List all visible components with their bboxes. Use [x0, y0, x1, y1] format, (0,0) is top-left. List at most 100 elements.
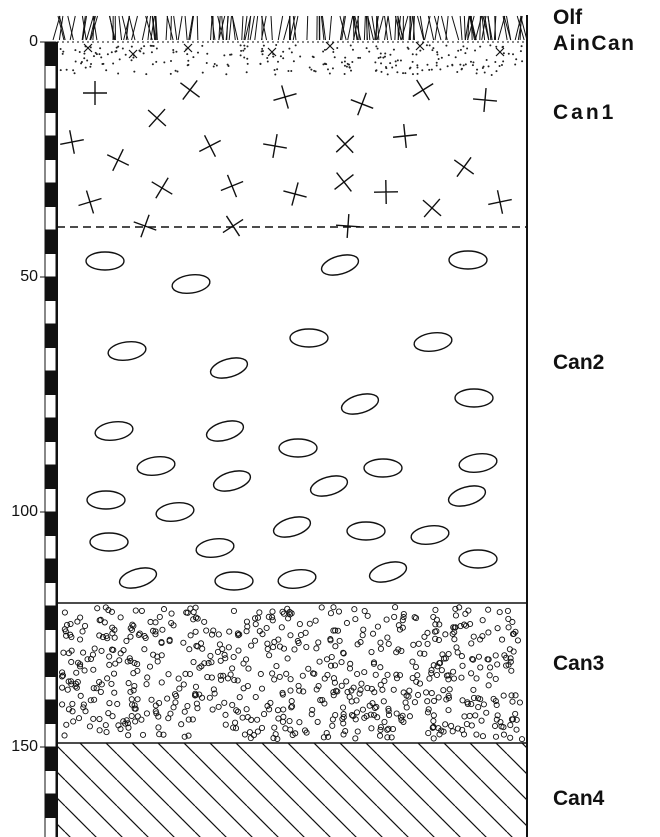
pebble [147, 618, 154, 626]
dot [273, 68, 276, 71]
pebble [346, 693, 353, 700]
pebble [81, 622, 89, 629]
pebble [221, 651, 228, 658]
dot [138, 49, 141, 52]
pebble [330, 627, 337, 634]
dot [169, 60, 172, 63]
pebble [64, 686, 71, 693]
cross [488, 190, 512, 214]
pebble [346, 665, 354, 672]
pebble [368, 648, 375, 656]
scale-segment [44, 41, 57, 66]
pebble [61, 609, 68, 616]
dot [272, 55, 275, 58]
pebble [184, 703, 191, 710]
pebble [385, 725, 392, 732]
pebble [430, 735, 437, 742]
pebble [199, 645, 206, 652]
fibre [184, 15, 188, 41]
fibre [306, 15, 309, 41]
dot [391, 66, 394, 69]
pebble [217, 672, 224, 679]
fibre [353, 15, 358, 41]
dot [155, 47, 158, 50]
dot [276, 68, 279, 71]
pebble [254, 614, 262, 621]
cross [147, 108, 167, 128]
pebble [331, 679, 338, 686]
pebble [68, 647, 75, 654]
pebble [132, 705, 139, 712]
pebble [244, 623, 251, 630]
pebble [160, 731, 167, 738]
pebble [445, 707, 452, 714]
pebble [110, 646, 117, 654]
pebble [156, 700, 163, 707]
fibre [321, 15, 327, 41]
pebble [340, 649, 347, 656]
dot [90, 63, 93, 66]
cross [267, 47, 277, 57]
pebble [283, 670, 290, 677]
pebble [90, 685, 97, 692]
dot [500, 64, 503, 67]
dot [345, 65, 348, 68]
dot [130, 59, 133, 62]
dot [212, 65, 215, 68]
pebble [507, 734, 514, 741]
nodule [107, 341, 147, 361]
dot [176, 70, 179, 73]
pebble [424, 640, 431, 647]
dot [243, 56, 246, 59]
pebble [336, 637, 343, 644]
pebble [493, 701, 500, 709]
scale-segment [44, 605, 57, 630]
pebble [440, 655, 448, 662]
dot [435, 61, 438, 64]
pebble [352, 616, 359, 623]
dot [196, 51, 199, 54]
pebble [389, 726, 397, 733]
pebble [229, 701, 236, 709]
nodule [212, 470, 252, 492]
dot [292, 60, 295, 63]
pebble [494, 625, 501, 632]
dot [343, 60, 346, 63]
pebble [94, 605, 101, 612]
nodule [368, 561, 408, 583]
scale-segment [44, 652, 57, 677]
dot [408, 67, 411, 70]
pebble [204, 674, 211, 681]
scale-segment [44, 370, 57, 395]
fibre [147, 15, 152, 41]
fibre [154, 15, 157, 41]
pebble [498, 723, 505, 730]
dot [411, 60, 414, 63]
dot [101, 63, 104, 66]
pebble [222, 711, 229, 718]
pebble [266, 706, 273, 713]
pebble [504, 607, 511, 614]
pebble [414, 672, 421, 679]
fibre [196, 15, 199, 41]
pebble [509, 618, 516, 626]
dot [115, 46, 118, 49]
fibre [339, 15, 345, 41]
dot [374, 69, 377, 72]
pebble [348, 687, 355, 694]
dot [149, 44, 152, 47]
pebble [69, 700, 76, 707]
fibre [210, 15, 213, 41]
pebble [507, 722, 514, 729]
pebble [279, 608, 286, 615]
pebble [384, 726, 391, 733]
pebble [403, 704, 410, 711]
dot [365, 47, 368, 50]
pebble [314, 718, 321, 725]
dot [456, 70, 459, 73]
fibre [416, 15, 425, 41]
pebble [443, 672, 450, 679]
pebble [72, 680, 79, 687]
pebble [316, 658, 323, 665]
dot [89, 65, 92, 68]
